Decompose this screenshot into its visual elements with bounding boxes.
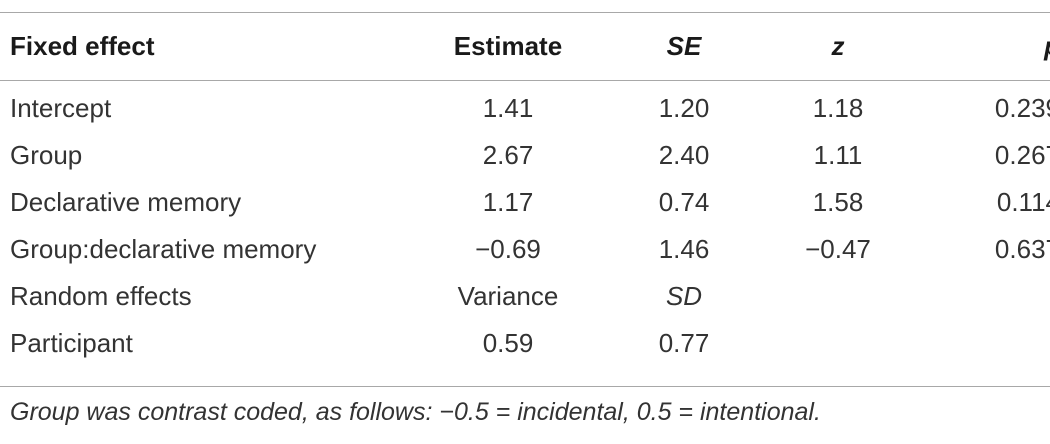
cell-estimate: −0.69 bbox=[475, 234, 541, 264]
row-label: Participant bbox=[10, 328, 133, 358]
cell-se: 0.77 bbox=[658, 328, 710, 358]
row-label: Declarative memory bbox=[10, 187, 242, 217]
cell-estimate: 1.41 bbox=[482, 93, 534, 123]
header-se: SE bbox=[592, 20, 746, 72]
header-se-label: SE bbox=[666, 30, 702, 61]
table-row: Random effects Variance SD bbox=[0, 273, 1050, 320]
cell-se: 0.74 bbox=[658, 187, 710, 217]
cell-estimate: Variance bbox=[457, 281, 559, 311]
cell-p: 0.637 bbox=[994, 234, 1050, 264]
cell-p: 0.239 bbox=[994, 93, 1050, 123]
cell-p: 0.267 bbox=[994, 140, 1050, 170]
fixed-effects-table: Fixed effect Estimate SE z p Intercept 1… bbox=[0, 20, 1050, 367]
cell-p: 0.114 bbox=[996, 187, 1050, 217]
cell-z: 1.58 bbox=[812, 187, 864, 217]
row-label: Intercept bbox=[10, 93, 112, 123]
header-fixed-effect: Fixed effect bbox=[10, 30, 155, 61]
table-row: Participant 0.59 0.77 bbox=[0, 320, 1050, 367]
header-z: z bbox=[746, 20, 920, 72]
table-row: Group:declarative memory −0.69 1.46 −0.4… bbox=[0, 226, 1050, 273]
header-row: Fixed effect Estimate SE z p bbox=[0, 20, 1050, 72]
cell-z bbox=[746, 273, 920, 320]
table-row: Declarative memory 1.17 0.74 1.58 0.114 bbox=[0, 179, 1050, 226]
bottom-rule bbox=[0, 386, 1050, 387]
header-p: p bbox=[920, 20, 1050, 72]
cell-estimate: 2.67 bbox=[482, 140, 534, 170]
header-z-label: z bbox=[831, 30, 845, 61]
table-row: Intercept 1.41 1.20 1.18 0.239 bbox=[0, 85, 1050, 132]
cell-se: SD bbox=[665, 281, 703, 311]
cell-se: 1.20 bbox=[658, 93, 710, 123]
top-rule bbox=[0, 12, 1050, 13]
cell-estimate: 0.59 bbox=[482, 328, 534, 358]
header-estimate-label: Estimate bbox=[453, 30, 563, 61]
table-row: Group 2.67 2.40 1.11 0.267 bbox=[0, 132, 1050, 179]
row-label: Random effects bbox=[10, 281, 192, 311]
header-rule bbox=[0, 80, 1050, 81]
table-footnote: Group was contrast coded, as follows: −0… bbox=[10, 398, 821, 426]
row-label: Group:declarative memory bbox=[10, 234, 317, 264]
cell-z bbox=[746, 320, 920, 367]
row-label: Group bbox=[10, 140, 83, 170]
cell-p bbox=[920, 273, 1050, 320]
cell-se: 1.46 bbox=[658, 234, 710, 264]
cell-z: −0.47 bbox=[805, 234, 871, 264]
cell-estimate: 1.17 bbox=[482, 187, 534, 217]
header-estimate: Estimate bbox=[406, 20, 592, 72]
cell-se: 2.40 bbox=[658, 140, 710, 170]
cell-z: 1.11 bbox=[813, 140, 863, 170]
cell-z: 1.18 bbox=[812, 93, 864, 123]
cell-p bbox=[920, 320, 1050, 367]
